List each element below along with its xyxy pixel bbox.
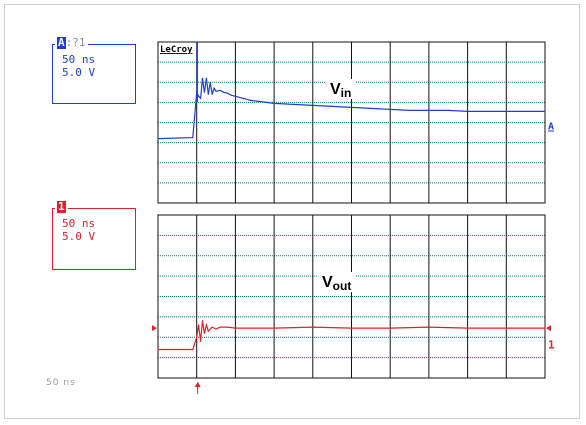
vin-trace-point — [227, 92, 229, 94]
vin-trace-point — [242, 97, 244, 99]
vin-trace-point — [312, 104, 314, 106]
vin-trace-point — [409, 109, 411, 111]
vout-trace-point — [205, 324, 207, 326]
vout-trace-point — [227, 326, 229, 328]
channel-a-timebase: 50 ns — [62, 53, 96, 66]
vin-trace-point — [370, 107, 372, 109]
vout-trace-point — [196, 336, 198, 338]
channel-1-timebase: 50 ns — [62, 217, 96, 230]
vin-trace-point — [157, 138, 159, 140]
vout-trace-point — [192, 348, 194, 351]
vin-trace-point — [273, 102, 275, 104]
vin-trace-point — [331, 105, 333, 107]
vout-trace-point — [505, 327, 507, 329]
vout-trace-point — [428, 326, 430, 328]
vin-trace-point — [215, 90, 217, 92]
vin-trace-point — [230, 94, 233, 96]
vout-trace-point — [254, 327, 256, 329]
vout-trace-point — [467, 327, 469, 329]
vin-trace-point — [389, 108, 391, 110]
right-level-marker — [546, 325, 551, 332]
channel-a-volts-per-div: 5.0 V — [62, 66, 96, 79]
vin-trace-point — [525, 110, 527, 112]
vout-trace-point — [211, 326, 213, 328]
upper-grid-border — [157, 41, 546, 204]
vin-trace-point — [211, 93, 213, 95]
vout-trace-point — [201, 320, 204, 322]
vout-label-bg — [318, 272, 355, 292]
vin-trace-point — [258, 100, 260, 102]
vout-trace-point — [157, 348, 159, 351]
trigger-arrow-head — [194, 382, 201, 387]
vin-trace-point — [350, 106, 353, 108]
vin-trace-point — [209, 81, 211, 83]
vin-trace-point — [447, 109, 449, 111]
vout-title: Vout — [322, 274, 351, 293]
vin-trace-point — [219, 89, 221, 91]
vin-trace-point — [265, 101, 267, 103]
vin-trace-point — [428, 109, 430, 111]
vin-trace-point — [198, 95, 200, 97]
vout-trace-point — [215, 328, 217, 330]
channel-a-offset-marker: A — [548, 122, 554, 133]
vout-trace-point — [198, 324, 200, 326]
left-level-marker — [152, 325, 157, 332]
vin-trace-point — [250, 99, 252, 101]
vin-label-bg — [326, 79, 356, 99]
channel-a-info-box[interactable]: A:?1 50 ns 5.0 V — [52, 37, 136, 104]
vout-trace-point — [200, 340, 202, 342]
vout-trace-point — [389, 327, 391, 329]
vin-trace-point — [203, 91, 205, 93]
vin-trace-point — [467, 110, 469, 112]
channel-1-info-box[interactable]: 1 50 ns 5.0 V — [52, 201, 136, 270]
vin-trace-point — [213, 87, 215, 89]
vin-trace-point — [234, 95, 236, 97]
timebase-label: 50 ns — [46, 378, 76, 388]
vin-trace-point — [223, 91, 225, 93]
vin-trace-point — [200, 97, 202, 99]
vin-trace-point — [292, 103, 295, 105]
upper-grid — [157, 41, 546, 204]
channel-1-tag: 1 — [55, 201, 68, 213]
vin-trace-point — [505, 110, 507, 112]
lower-grid — [157, 214, 546, 379]
vin-trace-point — [486, 110, 488, 112]
vout-trace-point — [544, 327, 546, 329]
channel-a-tag: A:?1 — [55, 37, 88, 49]
lecroy-brand: LeCroy — [160, 45, 193, 55]
channel-1-offset-marker: 1 — [548, 338, 555, 351]
vin-title: Vin — [330, 81, 351, 100]
vin-trace-point — [201, 77, 204, 79]
vout-trace-point — [312, 326, 314, 328]
vin-trace-point — [207, 93, 209, 95]
vout-trace-point — [207, 330, 209, 332]
channel-1-volts-per-div: 5.0 V — [62, 230, 96, 243]
vin-trace-point — [544, 110, 546, 112]
vout-trace-point — [234, 327, 236, 329]
vout-trace-point — [273, 327, 275, 329]
vout-trace-point — [203, 332, 205, 334]
vin-trace-point — [205, 77, 207, 79]
vout-trace-point — [350, 327, 353, 329]
vin-trace-point — [192, 137, 194, 139]
lower-grid-border — [157, 214, 546, 379]
vout-trace-point — [219, 326, 221, 328]
